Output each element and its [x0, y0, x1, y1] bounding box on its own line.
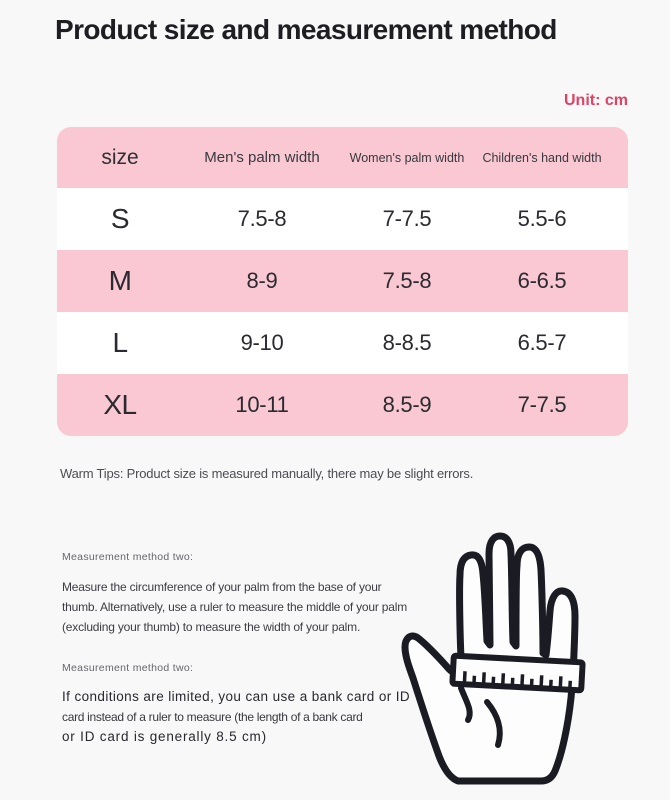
method-one-line: (excluding your thumb) to measure the wi… [62, 620, 361, 634]
measurement-method-one-label: Measurement method two: [62, 551, 194, 563]
women-cell: 8.5-9 [382, 392, 432, 417]
size-table: size Men's palm width Women's palm width… [57, 127, 628, 436]
header-size: size [101, 145, 139, 169]
women-cell: 7-7.5 [382, 206, 432, 231]
header-womens-palm-width: Women's palm width [349, 150, 465, 165]
palm-crease-line [484, 699, 503, 748]
hand-with-ruler-illustration [401, 532, 586, 785]
measurement-method-two-label: Measurement method two: [62, 662, 194, 674]
measurement-method-two-text: If conditions are limited, you can use a… [62, 687, 410, 747]
method-one-line: thumb. Alternatively, use a ruler to mea… [62, 600, 408, 614]
table-row-l: L 9-10 8-8.5 6.5-7 [57, 312, 628, 374]
children-cell: 5.5-6 [517, 206, 567, 231]
thumb-crease-line [458, 685, 473, 723]
women-cell: 7.5-8 [382, 268, 432, 293]
method-two-line: or ID card is generally 8.5 cm) [62, 729, 267, 744]
ruler-icon [449, 652, 586, 694]
method-one-line: Measure the circumference of your palm f… [62, 580, 382, 594]
measurement-method-one-text: Measure the circumference of your palm f… [62, 577, 407, 637]
method-two-line: If conditions are limited, you can use a… [62, 689, 411, 704]
size-cell: M [108, 265, 132, 296]
page-title: Product size and measurement method [55, 14, 557, 45]
table-row-xl: XL 10-11 8.5-9 7-7.5 [57, 374, 628, 436]
size-cell: S [110, 203, 130, 234]
men-cell: 8-9 [246, 268, 278, 293]
ruler-ticks [462, 671, 573, 688]
method-two-line: card instead of a ruler to measure (the … [62, 710, 363, 724]
children-cell: 6-6.5 [517, 268, 567, 293]
warm-tips-note: Warm Tips: Product size is measured manu… [60, 466, 474, 481]
children-cell: 7-7.5 [517, 392, 567, 417]
table-row-m: M 8-9 7.5-8 6-6.5 [57, 250, 628, 312]
table-header-row: size Men's palm width Women's palm width… [57, 127, 628, 188]
men-cell: 7.5-8 [237, 206, 287, 231]
header-childrens-hand-width: Children's hand width [482, 150, 602, 165]
men-cell: 10-11 [235, 392, 289, 417]
size-cell: XL [103, 389, 137, 420]
men-cell: 9-10 [240, 330, 284, 355]
header-mens-palm-width: Men's palm width [204, 149, 320, 166]
table-row-s: S 7.5-8 7-7.5 5.5-6 [57, 188, 628, 250]
women-cell: 8-8.5 [382, 330, 432, 355]
children-cell: 6.5-7 [517, 330, 567, 355]
unit-label: Unit: cm [564, 92, 628, 109]
size-cell: L [112, 327, 128, 358]
